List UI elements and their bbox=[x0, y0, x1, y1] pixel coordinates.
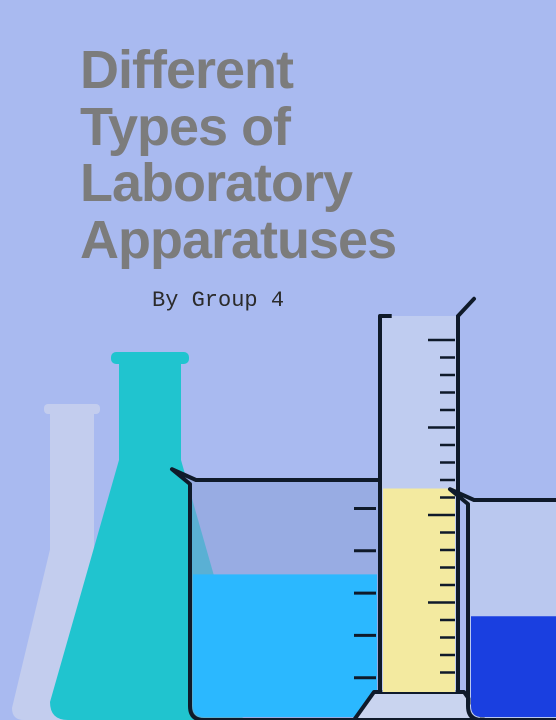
page-subtitle: By Group 4 bbox=[152, 288, 284, 313]
cover-page: DifferentTypes ofLaboratoryApparatuses B… bbox=[0, 0, 556, 720]
page-title: DifferentTypes ofLaboratoryApparatuses bbox=[80, 42, 396, 269]
